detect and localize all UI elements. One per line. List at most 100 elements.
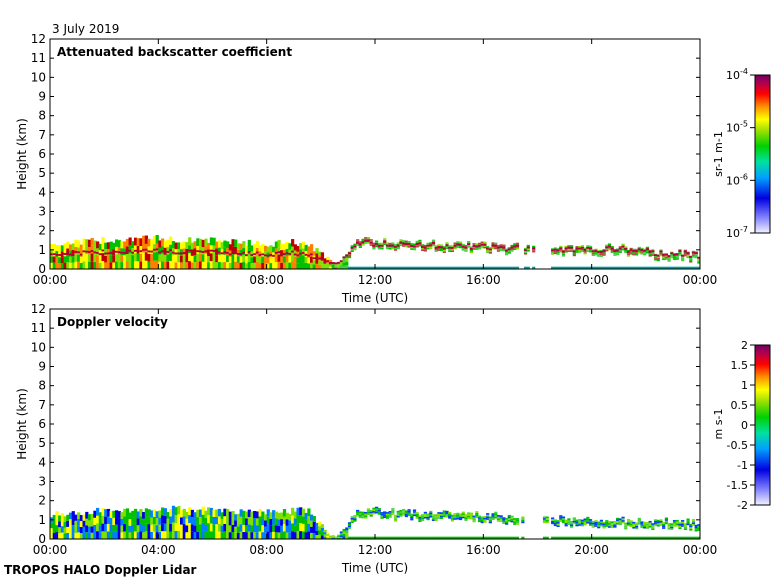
backscatter-signal-cell — [142, 260, 146, 269]
velocity-signal-cell — [375, 506, 379, 509]
velocity-surface-cell — [551, 536, 555, 539]
velocity-signal-cell — [415, 515, 419, 518]
backscatter-surface-cell — [513, 266, 517, 269]
velocity-signal-cell — [166, 525, 170, 533]
velocity-signal-cell — [578, 520, 582, 523]
backscatter-signal-cell — [372, 247, 376, 250]
velocity-surface-cell — [664, 536, 668, 539]
velocity-signal-cell — [93, 510, 97, 518]
velocity-signal-cell — [245, 532, 249, 539]
backscatter-signal-cell — [532, 250, 536, 253]
backscatter-signal-cell — [399, 244, 403, 246]
backscatter-signal-cell — [247, 261, 251, 269]
backscatter-signal-cell — [683, 249, 687, 252]
backscatter-signal-cell — [185, 242, 189, 249]
backscatter-x-tick-label: 16:00 — [466, 273, 501, 287]
backscatter-layer-peak — [637, 248, 641, 251]
velocity-signal-cell — [215, 516, 219, 525]
backscatter-signal-cell — [85, 239, 89, 247]
backscatter-layer-peak — [369, 241, 373, 244]
velocity-signal-cell — [375, 510, 379, 512]
velocity-signal-cell — [632, 523, 636, 526]
backscatter-signal-cell — [98, 256, 102, 263]
backscatter-signal-cell — [407, 240, 411, 243]
velocity-signal-cell — [648, 522, 652, 525]
velocity-surface-cell — [602, 536, 606, 539]
velocity-signal-cell — [169, 523, 173, 532]
velocity-signal-cell — [342, 533, 346, 537]
velocity-signal-cell — [510, 520, 514, 523]
backscatter-signal-cell — [125, 261, 130, 269]
backscatter-signal-cell — [453, 245, 457, 248]
backscatter-layer-peak — [255, 251, 260, 254]
backscatter-signal-cell — [607, 246, 612, 249]
velocity-x-tick-label: 08:00 — [249, 543, 284, 557]
velocity-surface-cell — [431, 536, 436, 539]
backscatter-signal-cell — [155, 235, 159, 244]
backscatter-y-tick-label: 9 — [38, 90, 46, 104]
backscatter-surface-cell — [686, 266, 690, 269]
velocity-signal-cell — [312, 527, 316, 534]
backscatter-signal-cell — [96, 262, 100, 269]
backscatter-signal-cell — [228, 244, 232, 251]
backscatter-surface-cell — [448, 266, 452, 269]
velocity-surface-cell — [429, 536, 433, 539]
backscatter-signal-cell — [228, 262, 232, 269]
backscatter-signal-cell — [475, 248, 479, 251]
velocity-signal-cell — [502, 517, 506, 519]
backscatter-layer-peak — [496, 246, 501, 249]
velocity-signal-cell — [410, 518, 414, 521]
velocity-surface-cell — [670, 536, 674, 539]
backscatter-signal-cell — [272, 263, 276, 269]
velocity-colorbar-tick-label: -1 — [737, 459, 748, 472]
backscatter-surface-cell — [477, 266, 482, 269]
velocity-surface-cell — [626, 536, 631, 539]
velocity-signal-cell — [123, 531, 127, 539]
velocity-signal-cell — [152, 524, 157, 532]
backscatter-surface-cell — [418, 266, 422, 269]
backscatter-signal-cell — [331, 266, 335, 268]
backscatter-layer-peak — [588, 247, 593, 250]
velocity-signal-cell — [220, 525, 224, 533]
velocity-signal-cell — [442, 515, 446, 518]
velocity-signal-cell — [640, 523, 644, 525]
velocity-signal-cell — [429, 515, 433, 518]
velocity-signal-cell — [263, 520, 268, 527]
velocity-signal-cell — [410, 517, 414, 519]
velocity-signal-cell — [505, 523, 509, 525]
backscatter-layer-peak — [664, 253, 668, 256]
backscatter-signal-cell — [331, 264, 335, 267]
velocity-signal-cell — [464, 515, 468, 518]
backscatter-layer-peak — [423, 246, 427, 249]
velocity-signal-cell — [242, 517, 246, 525]
velocity-signal-cell — [133, 531, 138, 539]
velocity-signal-cell — [553, 522, 557, 525]
backscatter-signal-cell — [152, 244, 157, 253]
backscatter-signal-cell — [82, 253, 86, 262]
velocity-signal-cell — [196, 531, 200, 539]
velocity-signal-cell — [494, 515, 498, 517]
velocity-signal-cell — [442, 512, 446, 514]
backscatter-layer-peak — [559, 247, 563, 250]
backscatter-signal-cell — [299, 243, 303, 250]
velocity-y-tick-label: 9 — [38, 360, 46, 374]
backscatter-layer-peak — [66, 252, 70, 254]
velocity-signal-cell — [142, 532, 146, 539]
backscatter-layer-peak — [120, 251, 124, 254]
backscatter-layer-peak — [643, 249, 647, 252]
velocity-signal-cell — [277, 519, 281, 526]
backscatter-signal-cell — [391, 242, 395, 245]
velocity-surface-cell — [412, 536, 417, 539]
velocity-signal-cell — [196, 524, 200, 532]
backscatter-signal-cell — [77, 261, 81, 269]
velocity-surface-cell — [599, 536, 603, 539]
backscatter-signal-cell — [683, 253, 687, 255]
backscatter-signal-cell — [193, 241, 197, 249]
velocity-signal-cell — [440, 517, 444, 519]
velocity-signal-cell — [115, 510, 119, 518]
backscatter-signal-cell — [120, 248, 124, 256]
velocity-signal-cell — [74, 532, 78, 539]
backscatter-signal-cell — [412, 248, 417, 251]
velocity-signal-cell — [559, 520, 563, 522]
